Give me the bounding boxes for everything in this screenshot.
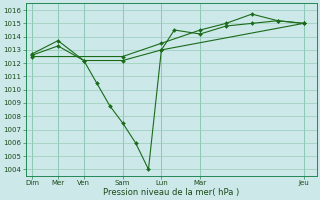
X-axis label: Pression niveau de la mer( hPa ): Pression niveau de la mer( hPa ) [103,188,239,197]
